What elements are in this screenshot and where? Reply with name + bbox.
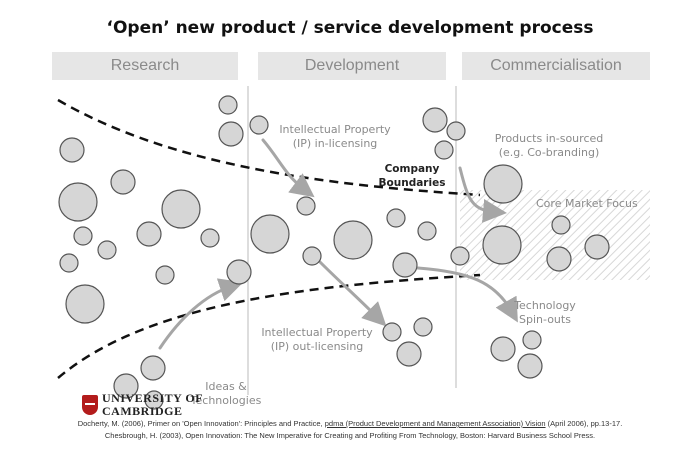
reference-1-link: pdma (Product Development and Management… <box>324 419 546 428</box>
idea-bubble <box>59 253 79 273</box>
university-logo: UNIVERSITY OF CAMBRIDGE <box>82 392 203 418</box>
label-technology-spinouts: Technology Spin-outs <box>514 299 576 326</box>
logo-line-2: CAMBRIDGE <box>102 404 183 418</box>
arrow-ideas-technologies <box>158 278 244 350</box>
label-core-market-focus: Core Market Focus <box>536 197 638 210</box>
logo-line-1: UNIVERSITY OF <box>102 391 204 405</box>
idea-bubble <box>226 259 252 285</box>
idea-bubble <box>482 225 522 265</box>
label-company-boundaries: Company Boundaries <box>378 163 446 189</box>
arrow-technology-spinouts <box>416 266 518 323</box>
idea-bubble <box>434 140 454 160</box>
idea-bubble <box>422 107 448 133</box>
idea-bubble <box>65 284 105 324</box>
phase-commercialisation: Commercialisation <box>462 52 650 80</box>
idea-bubble <box>386 208 406 228</box>
company-boundary-bottom <box>57 273 481 379</box>
idea-bubble <box>218 95 238 115</box>
reference-chesbrough: Chesbrough, H. (2003), Open Innovation: … <box>104 431 596 440</box>
label-ideas-technologies: Ideas & Technologies <box>190 380 262 407</box>
arrow-ip-out-licensing <box>318 260 387 327</box>
idea-bubble <box>483 164 523 204</box>
idea-bubble <box>517 353 543 379</box>
idea-bubble <box>546 246 572 272</box>
idea-bubble <box>140 355 166 381</box>
idea-bubble <box>490 336 516 362</box>
idea-bubble <box>73 226 93 246</box>
label-ip-out-licensing: Intellectual Property (IP) out-licensing <box>261 326 373 353</box>
idea-bubble <box>413 317 433 337</box>
idea-bubble <box>97 240 117 260</box>
reference-1-prefix: Docherty, M. (2006), Primer on 'Open Inn… <box>77 419 325 428</box>
reference-1-suffix: (April 2006), pp.13-17. <box>545 419 623 428</box>
idea-bubble <box>155 265 175 285</box>
arrow-products-insourced <box>458 166 507 223</box>
idea-bubble <box>218 121 244 147</box>
label-ip-in-licensing: Intellectual Property (IP) in-licensing <box>279 123 391 150</box>
idea-bubble <box>450 246 470 266</box>
idea-bubble <box>200 228 220 248</box>
idea-bubble <box>396 341 422 367</box>
phase-research: Research <box>52 52 238 80</box>
phase-development: Development <box>258 52 446 80</box>
idea-bubble <box>249 115 269 135</box>
idea-bubble <box>522 330 542 350</box>
idea-bubble <box>161 189 201 229</box>
idea-bubble <box>417 221 437 241</box>
idea-bubble <box>584 234 610 260</box>
company-boundary-top <box>57 98 481 197</box>
university-shield-logo <box>82 395 98 415</box>
idea-bubble <box>392 252 418 278</box>
idea-bubble <box>382 322 402 342</box>
idea-bubble <box>333 220 373 260</box>
idea-bubble <box>58 182 98 222</box>
arrow-ip-in-licensing <box>261 138 315 198</box>
idea-bubble <box>59 137 85 163</box>
idea-bubble <box>136 221 162 247</box>
reference-docherty: Docherty, M. (2006), Primer on 'Open Inn… <box>0 419 700 428</box>
idea-bubble <box>551 215 571 235</box>
label-products-insourced: Products in-sourced (e.g. Co-branding) <box>494 132 604 159</box>
idea-bubble <box>113 373 139 399</box>
diagram-title: ‘Open’ new product / service development… <box>106 18 594 38</box>
idea-bubble <box>446 121 466 141</box>
idea-bubble <box>144 390 164 410</box>
idea-bubble <box>302 246 322 266</box>
idea-bubble <box>250 214 290 254</box>
idea-bubble <box>110 169 136 195</box>
idea-bubble <box>296 196 316 216</box>
